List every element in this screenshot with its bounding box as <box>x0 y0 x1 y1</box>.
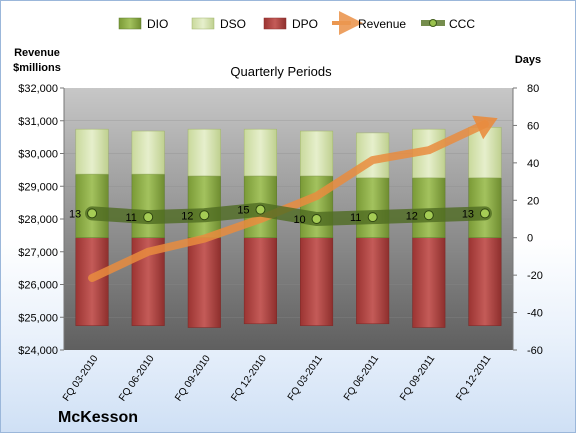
bar-dpo <box>356 238 389 324</box>
bar-dio <box>188 176 221 238</box>
bar-dso <box>132 131 165 174</box>
left-tick-label: $31,000 <box>18 116 58 128</box>
bar-dso <box>76 129 109 174</box>
left-tick-label: $29,000 <box>18 181 58 193</box>
left-tick-label: $27,000 <box>18 247 58 259</box>
bar-dpo <box>300 238 333 326</box>
ccc-marker <box>200 211 209 220</box>
legend-swatch-dio <box>119 18 141 29</box>
bar-dpo <box>244 238 277 324</box>
bar-dio <box>76 174 109 238</box>
x-tick-label: FQ 12-2010 <box>229 353 269 403</box>
legend: DIO DSO DPO Revenue CCC <box>119 17 475 31</box>
right-tick-label: -40 <box>527 308 543 320</box>
legend-swatch-ccc-marker <box>430 20 437 27</box>
bar-dpo <box>188 238 221 328</box>
legend-label-revenue: Revenue <box>358 17 406 31</box>
x-tick-label: FQ 03-2011 <box>286 353 325 403</box>
ccc-data-label: 13 <box>69 208 81 220</box>
left-tick-label: $24,000 <box>18 345 58 357</box>
legend-swatch-dso <box>192 18 214 29</box>
legend-label-dio: DIO <box>147 17 168 31</box>
right-tick-label: 80 <box>527 83 539 95</box>
legend-swatch-dpo <box>264 18 286 29</box>
ccc-data-label: 11 <box>350 212 361 224</box>
ccc-data-label: 10 <box>293 214 305 226</box>
x-axis: FQ 03-2010 FQ 06-2010 FQ 09-2010 FQ 12-2010… <box>61 353 494 403</box>
right-tick-label: -60 <box>527 345 543 357</box>
bar-dio <box>356 178 389 238</box>
ccc-marker <box>312 215 321 224</box>
ccc-data-label: 15 <box>237 205 249 217</box>
ccc-marker <box>368 213 377 222</box>
bar-dio <box>132 174 165 238</box>
left-axis-label-line2: $millions <box>13 62 61 74</box>
x-tick-label: FQ 06-2010 <box>117 353 157 403</box>
chart-title: Quarterly Periods <box>230 64 332 79</box>
ccc-marker <box>424 211 433 220</box>
right-tick-label: 60 <box>527 120 539 132</box>
company-name: McKesson <box>58 409 138 426</box>
right-axis: -60 -40 -20 0 20 40 60 80 <box>513 83 543 357</box>
x-tick-label: FQ 09-2011 <box>398 353 437 403</box>
ccc-data-label: 11 <box>125 212 136 224</box>
ccc-data-label: 12 <box>181 210 193 222</box>
x-tick-label: FQ 03-2010 <box>61 353 101 403</box>
right-axis-label: Days <box>515 54 541 66</box>
bar-dso <box>188 129 221 176</box>
left-tick-label: $32,000 <box>18 83 58 95</box>
legend-label-ccc: CCC <box>449 17 475 31</box>
x-tick-label: FQ 09-2010 <box>173 353 213 403</box>
bar-dpo <box>413 238 446 328</box>
bar-dio <box>413 178 446 238</box>
legend-label-dpo: DPO <box>292 17 318 31</box>
legend-label-dso: DSO <box>220 17 246 31</box>
ccc-marker <box>256 205 265 214</box>
right-tick-label: 40 <box>527 158 539 170</box>
left-axis-label-line1: Revenue <box>14 47 60 59</box>
ccc-marker <box>88 209 97 218</box>
ccc-marker <box>144 213 153 222</box>
ccc-data-label: 13 <box>462 208 474 220</box>
right-tick-label: 20 <box>527 195 539 207</box>
right-tick-label: -20 <box>527 270 543 282</box>
ccc-data-label: 12 <box>406 210 418 222</box>
left-axis: $24,000 $25,000 $26,000 $27,000 $28,000 $29,0… <box>18 83 64 357</box>
bar-dpo <box>469 238 502 326</box>
x-tick-label: FQ 12-2011 <box>454 353 493 403</box>
left-tick-label: $28,000 <box>18 214 58 226</box>
bar-dso <box>244 129 277 176</box>
left-tick-label: $26,000 <box>18 280 58 292</box>
right-tick-label: 0 <box>527 233 533 245</box>
left-tick-label: $30,000 <box>18 149 58 161</box>
bar-dso <box>300 131 333 176</box>
left-tick-label: $25,000 <box>18 312 58 324</box>
ccc-marker <box>480 209 489 218</box>
x-tick-label: FQ 06-2011 <box>342 353 381 403</box>
